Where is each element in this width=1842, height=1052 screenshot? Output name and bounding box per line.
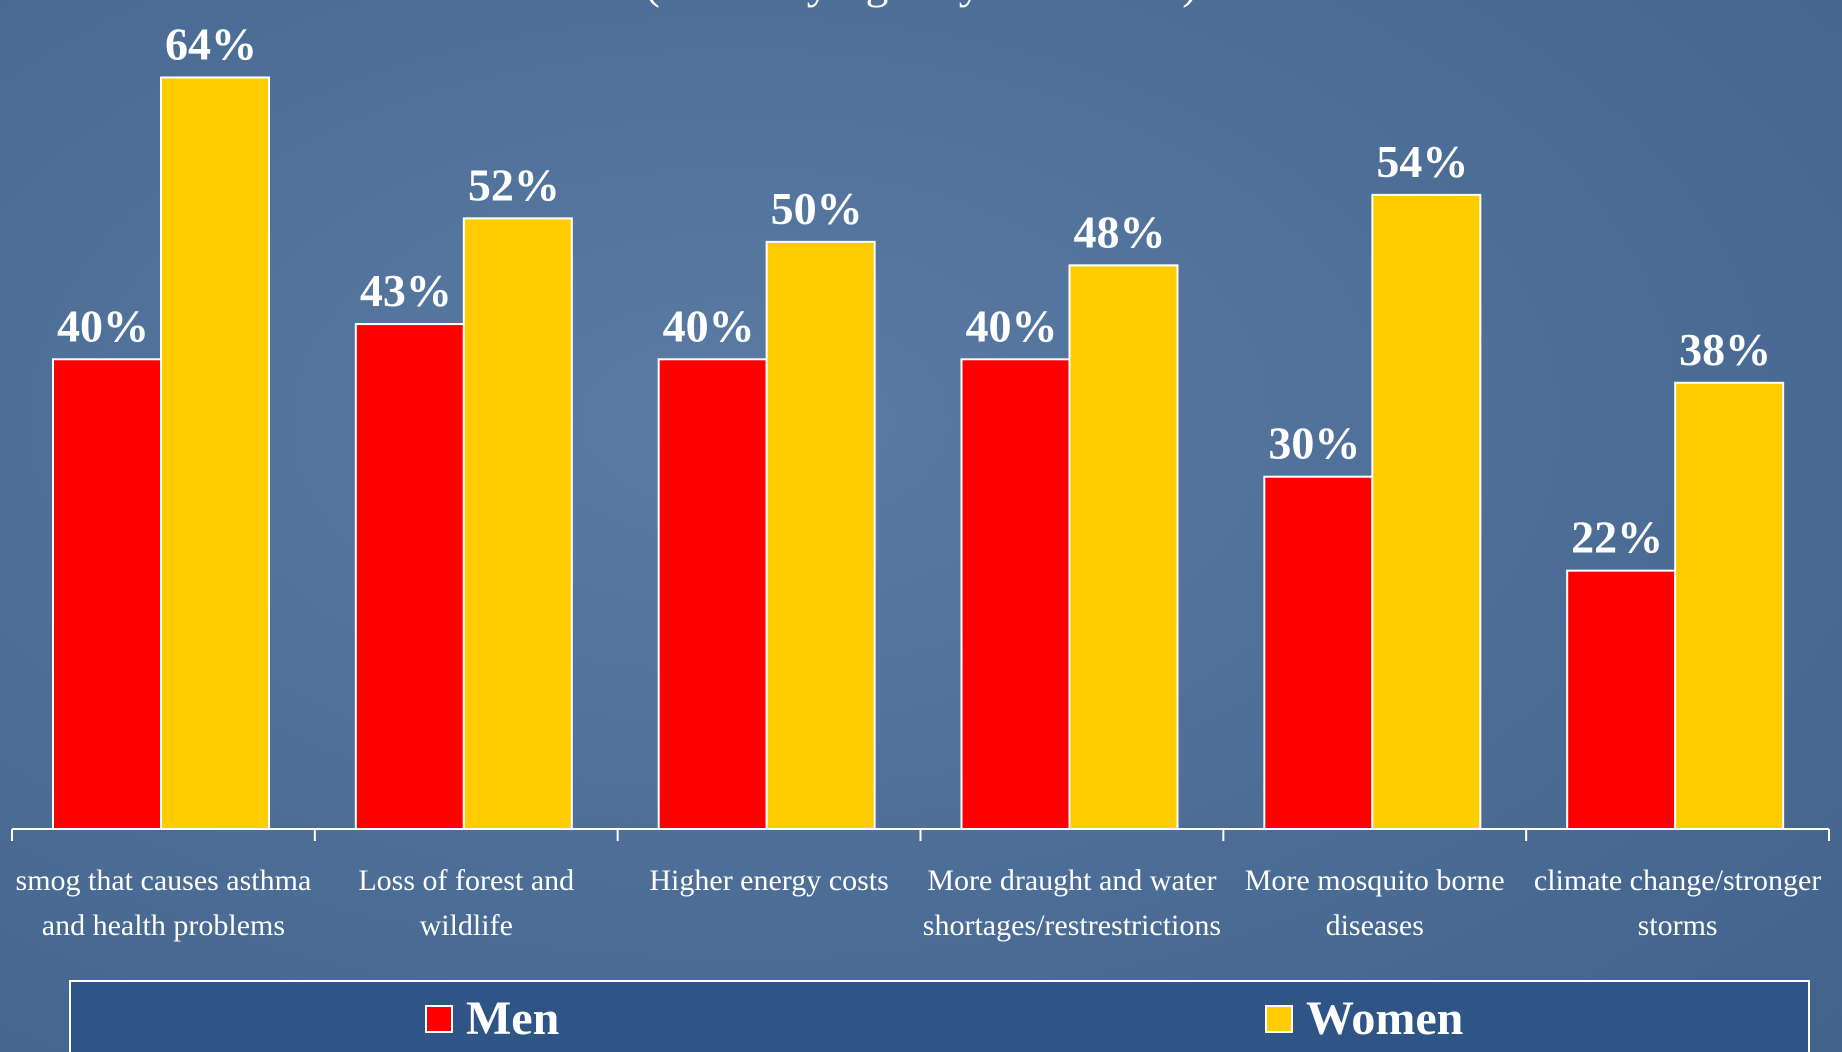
- x-tick-label: Loss of forest and wildlife: [358, 864, 575, 942]
- legend-label: Men: [466, 992, 559, 1045]
- bar: [1068, 264, 1179, 831]
- data-label: 52%: [468, 159, 560, 210]
- data-label: 54%: [1376, 136, 1468, 187]
- bar: [52, 358, 162, 830]
- subtitle: (those saying very concerned): [644, 0, 1197, 8]
- data-label: 40%: [57, 300, 149, 351]
- bar: [160, 76, 270, 830]
- x-tick-label: More mosquito borne diseases: [1244, 864, 1505, 942]
- data-label: 30%: [1268, 418, 1360, 469]
- data-label: 38%: [1679, 324, 1771, 375]
- data-label: 50%: [771, 183, 863, 234]
- legend-box: [69, 980, 1810, 1052]
- data-label: 43%: [360, 265, 452, 316]
- bar: [1371, 193, 1482, 830]
- bar: [1263, 475, 1374, 830]
- x-tick-label: climate change/stronger storms: [1533, 864, 1822, 942]
- bar: [765, 240, 876, 831]
- data-label: 40%: [966, 300, 1058, 351]
- x-tick-label: Higher energy costs: [649, 864, 889, 897]
- x-tick-label: More draught and water shortages/restres…: [922, 864, 1222, 942]
- bar: [1674, 381, 1785, 830]
- bar: [960, 358, 1071, 830]
- legend-swatch: [425, 1005, 453, 1033]
- bar: [657, 358, 768, 830]
- x-tick-label: smog that causes asthma and health probl…: [15, 864, 312, 942]
- data-label: 64%: [165, 18, 257, 69]
- legend-label: Women: [1306, 992, 1463, 1045]
- bar: [354, 323, 465, 830]
- bar: [462, 217, 573, 831]
- data-label: 22%: [1571, 512, 1663, 563]
- bar: [1566, 569, 1677, 831]
- data-label: 48%: [1074, 206, 1166, 257]
- legend-swatch: [1265, 1005, 1293, 1033]
- data-label: 40%: [663, 300, 755, 351]
